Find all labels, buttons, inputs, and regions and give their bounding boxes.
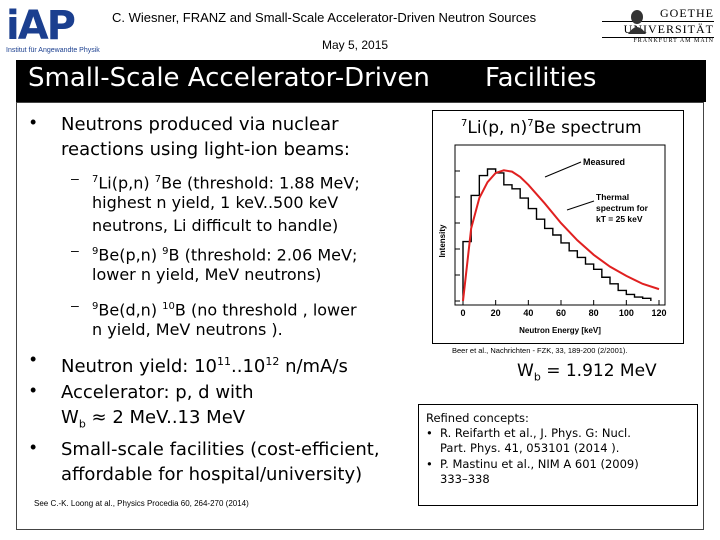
sub-2-text-b: B (threshold: 2.06 MeV; <box>168 245 358 265</box>
sub-3-text-b: B (no threshold , lower <box>174 300 357 320</box>
sub-1-sup-b: 7 <box>154 174 162 185</box>
sub-2-line-1: 9Be(p,n) 9B (threshold: 2.06 MeV; <box>92 240 357 266</box>
sub-3-sup-b: 10 <box>162 301 175 312</box>
title-bar <box>16 60 706 102</box>
left-citation: See C.-K. Loong at al., Physics Procedia… <box>34 499 249 508</box>
sub-3-line-2: n yield, MeV neutrons ). <box>92 320 283 339</box>
goethe-logo-line2: UNIVERSITÄT <box>602 21 714 38</box>
y-ticks <box>455 170 460 302</box>
x-ticks: 0 20 40 60 80 100 120 <box>460 300 667 318</box>
dash-icon: – <box>71 297 79 313</box>
goethe-logo: GOETHE UNIVERSITÄT FRANKFURT AM MAIN <box>602 6 714 52</box>
chart-title: 7Li(p, n)7Be spectrum <box>461 118 642 138</box>
ref-2-line-2: 333–338 <box>440 472 490 486</box>
x-tick-label: 100 <box>619 308 634 318</box>
sub-2-line-2: lower n yield, MeV neutrons) <box>92 265 322 284</box>
chart-citation: Beer et al., Nachrichten - FZK, 33, 189-… <box>452 346 628 355</box>
legend-thermal-3: kT = 25 keV <box>596 214 643 224</box>
bullet-2-text-c: n/mA/s <box>279 356 348 377</box>
sub-3-line-1: 9Be(d,n) 10B (no threshold , lower <box>92 295 357 321</box>
bullet-3-line-1: Accelerator: p, d with <box>61 382 254 403</box>
beam-energy: Wb = 1.912 MeV <box>517 361 657 383</box>
sub-1-line-1: 7Li(p,n) 7Be (threshold: 1.88 MeV; <box>92 168 360 194</box>
dash-icon: – <box>71 170 79 186</box>
ref-1-line-2: Part. Phys. 41, 053101 (2014 ). <box>440 441 620 455</box>
goethe-portrait-icon <box>628 10 646 34</box>
y-axis-label: Intensity <box>438 224 447 257</box>
legend-thermal-2: spectrum for <box>596 203 649 213</box>
sub-3-text-a: Be(d,n) <box>98 300 163 320</box>
sub-2-sup-b: 9 <box>162 246 169 257</box>
bullet-2-text-a: Neutron yield: 10 <box>61 356 217 377</box>
beam-energy-w: W <box>517 361 534 381</box>
bullet-icon: • <box>30 437 37 457</box>
chart-title-sup-a: 7 <box>461 118 467 129</box>
x-tick-label: 80 <box>589 308 599 318</box>
spectrum-chart-svg: 7Li(p, n)7Be spectrum Intensity Neutron … <box>438 118 667 335</box>
sub-2-text-a: Be(p,n) <box>98 245 163 265</box>
x-tick-label: 20 <box>491 308 501 318</box>
bullet-3-line-2: Wb ≈ 2 MeV..13 MeV <box>61 405 245 437</box>
iap-logo: iAP Institut für Angewandte Physik <box>6 6 106 54</box>
x-tick-label: 0 <box>460 308 465 318</box>
spectrum-chart: 7Li(p, n)7Be spectrum Intensity Neutron … <box>432 110 684 344</box>
thermal-series <box>462 169 660 302</box>
chart-title-sup-b: 7 <box>527 118 533 129</box>
bullet-1-line-2: reactions using light-ion beams: <box>61 139 350 160</box>
bullet-icon: • <box>30 112 37 132</box>
sub-1-line-3: neutrons, Li difficult to handle) <box>92 216 339 235</box>
measured-series <box>462 168 652 301</box>
bullet-2-sup-b: 12 <box>265 355 280 368</box>
refined-concepts-title: Refined concepts: <box>426 411 529 425</box>
goethe-logo-line1: GOETHE <box>660 6 714 20</box>
bullet-3-w: W <box>61 407 79 428</box>
x-tick-label: 120 <box>651 308 666 318</box>
legend-thermal-pointer <box>566 200 595 211</box>
sub-1-text-b: Be (threshold: 1.88 MeV; <box>161 173 360 193</box>
content-frame <box>16 102 704 530</box>
legend-measured-pointer <box>544 161 582 178</box>
header-date: May 5, 2015 <box>322 38 389 52</box>
bullet-4-line-2: affordable for hospital/university) <box>61 464 363 485</box>
sub-3-sup-a: 9 <box>92 301 99 312</box>
chart-title-text-b: Be spectrum <box>534 118 642 138</box>
chart-title-text-a: Li(p, n) <box>467 118 527 138</box>
legend-thermal-1: Thermal <box>596 192 629 202</box>
bullet-3-range: ≈ 2 MeV..13 MeV <box>85 407 246 428</box>
x-tick-label: 40 <box>523 308 533 318</box>
dash-icon: – <box>71 242 79 258</box>
beam-energy-value: = 1.912 MeV <box>540 361 657 381</box>
bullet-2: Neutron yield: 1011..1012 n/mA/s <box>61 349 348 379</box>
legend-measured: Measured <box>583 157 625 167</box>
sub-1-text-a: Li(p,n) <box>98 173 155 193</box>
bullet-icon: • <box>426 457 433 471</box>
iap-logo-subtitle: Institut für Angewandte Physik <box>6 47 100 54</box>
iap-logo-text: iAP <box>6 3 76 49</box>
x-axis-label: Neutron Energy [keV] <box>519 326 601 335</box>
bullet-icon: • <box>30 349 37 369</box>
sub-1-sup-a: 7 <box>92 174 99 185</box>
bullet-1-line-1: Neutrons produced via nuclear <box>61 114 339 135</box>
slide-title-right: Facilities <box>485 63 597 93</box>
refined-concepts-box <box>418 404 698 506</box>
ref-1-line-1: R. Reifarth et al., J. Phys. G: Nucl. <box>440 426 631 440</box>
sub-1-line-2: highest n yield, 1 keV..500 keV <box>92 193 339 212</box>
bullet-icon: • <box>426 426 433 440</box>
bullet-4-line-1: Small-scale facilities (cost-efficient, <box>61 439 380 460</box>
beam-energy-sub: b <box>533 370 541 384</box>
goethe-logo-line3: FRANKFURT AM MAIN <box>633 38 714 44</box>
sub-2-sup-a: 9 <box>92 246 99 257</box>
bullet-icon: • <box>30 380 37 400</box>
bullet-2-text-b: ..10 <box>231 356 266 377</box>
slide-title-left: Small-Scale Accelerator-Driven <box>28 63 430 93</box>
bullet-2-sup-a: 11 <box>217 355 231 368</box>
x-tick-label: 60 <box>556 308 566 318</box>
header-line: C. Wiesner, FRANZ and Small-Scale Accele… <box>112 10 537 25</box>
plot-frame <box>454 144 666 306</box>
ref-2-line-1: P. Mastinu et al., NIM A 601 (2009) <box>440 457 639 471</box>
bullet-3-w-sub: b <box>78 417 86 431</box>
